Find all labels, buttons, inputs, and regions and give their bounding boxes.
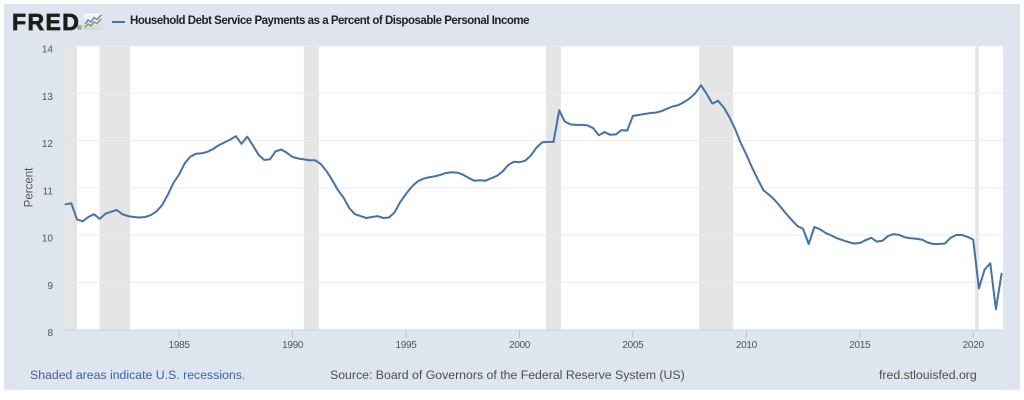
svg-text:12: 12	[42, 139, 54, 150]
svg-text:2010: 2010	[736, 340, 758, 351]
svg-text:11: 11	[43, 186, 54, 197]
svg-text:Percent: Percent	[24, 167, 36, 207]
svg-text:2015: 2015	[849, 340, 871, 351]
svg-text:13: 13	[42, 92, 54, 103]
svg-text:9: 9	[47, 281, 53, 292]
svg-text:8: 8	[47, 328, 53, 339]
svg-text:2020: 2020	[963, 340, 985, 351]
svg-text:14: 14	[42, 45, 54, 56]
svg-text:1985: 1985	[169, 340, 191, 351]
svg-text:1990: 1990	[282, 340, 304, 351]
svg-text:2005: 2005	[622, 340, 644, 351]
svg-text:10: 10	[42, 234, 54, 245]
svg-text:2000: 2000	[509, 340, 531, 351]
svg-text:1995: 1995	[395, 340, 417, 351]
